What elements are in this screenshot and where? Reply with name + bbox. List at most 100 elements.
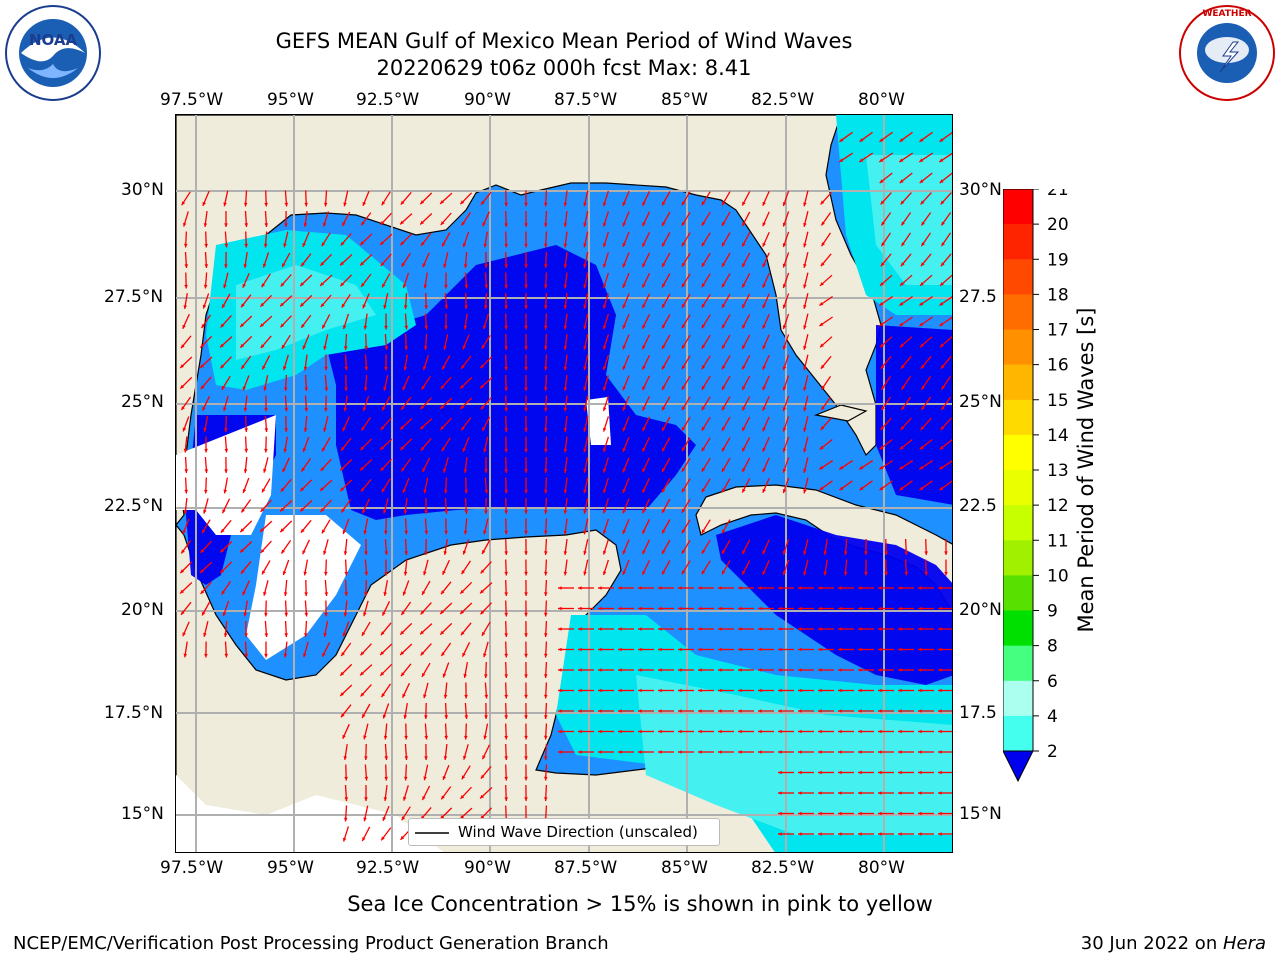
- wave-arrow-head: [524, 305, 528, 309]
- wave-arrow-head: [320, 303, 325, 307]
- wave-arrow-head: [403, 571, 408, 576]
- wave-arrow-head: [858, 709, 862, 713]
- wave-arrow-head: [480, 589, 484, 594]
- wave-arrow-head: [444, 489, 448, 494]
- wave-arrow-head: [858, 729, 862, 734]
- wave-arrow-head: [223, 284, 227, 289]
- wave-arrow-head: [618, 668, 622, 672]
- wave-arrow-head: [323, 550, 327, 555]
- wave-arrow-head: [701, 262, 706, 267]
- wave-arrow-head: [818, 811, 822, 816]
- lat-label: 15°N: [121, 804, 164, 824]
- wave-arrow-head: [380, 446, 384, 450]
- wave-arrow-head: [544, 469, 548, 473]
- wave-arrow-head: [678, 709, 682, 713]
- wave-arrow-head: [484, 489, 489, 494]
- wave-arrow-head: [662, 345, 666, 349]
- wave-arrow-head: [462, 243, 467, 248]
- wave-arrow-head: [361, 426, 365, 431]
- wave-arrow-head: [642, 550, 646, 555]
- wave-arrow-head: [879, 158, 884, 162]
- wave-arrow-head: [803, 407, 807, 412]
- wave-arrow-head: [383, 735, 388, 740]
- wave-arrow-head: [183, 243, 188, 248]
- wave-arrow-head: [384, 346, 389, 350]
- wave-arrow-head: [482, 550, 486, 554]
- wave-arrow-head: [441, 590, 445, 595]
- wave-arrow-head: [782, 448, 787, 453]
- wave-arrow-head: [303, 653, 307, 658]
- wave-arrow-head: [618, 709, 622, 713]
- wave-arrow-head: [304, 592, 308, 596]
- wave-arrow-head: [662, 304, 666, 308]
- wave-arrow-head: [738, 586, 742, 590]
- wave-arrow-head: [618, 606, 622, 611]
- wave-arrow-head: [403, 366, 408, 371]
- wave-arrow-head: [224, 223, 228, 227]
- wave-arrow-head: [722, 529, 726, 534]
- wave-arrow-head: [900, 364, 905, 369]
- wave-arrow-head: [598, 627, 602, 631]
- wave-arrow-head: [858, 606, 862, 611]
- wave-arrow-head: [244, 428, 248, 432]
- lat-label: 22.5: [959, 496, 997, 516]
- wave-arrow-head: [583, 571, 587, 576]
- wave-arrow-head: [638, 750, 642, 754]
- wave-arrow-head: [722, 406, 726, 411]
- wave-arrow-head: [722, 221, 726, 226]
- wave-arrow-head: [880, 282, 884, 286]
- wave-arrow-head: [504, 510, 508, 514]
- wave-arrow-head: [762, 283, 766, 288]
- wave-arrow-head: [424, 510, 428, 514]
- wave-arrow-head: [320, 261, 325, 266]
- wave-arrow-head: [722, 488, 726, 493]
- wave-arrow-head: [364, 571, 369, 576]
- wave-arrow-head: [662, 324, 666, 329]
- colorbar-title: Mean Period of Wind Waves [s]: [1074, 307, 1098, 633]
- wave-arrow-head: [181, 406, 185, 410]
- wave-arrow-head: [360, 241, 365, 245]
- wave-arrow-head: [701, 365, 706, 370]
- wave-arrow-head: [701, 447, 706, 452]
- wave-arrow-head: [681, 324, 686, 329]
- lat-label: 25°N: [121, 392, 164, 412]
- wave-arrow-head: [563, 469, 568, 473]
- wave-arrow-head: [563, 284, 568, 289]
- wave-arrow-head: [382, 714, 387, 719]
- wave-arrow-head: [263, 387, 267, 391]
- wave-arrow-head: [183, 448, 188, 453]
- wave-arrow-head: [899, 158, 904, 162]
- wave-arrow-head: [658, 688, 662, 693]
- wave-arrow-head: [400, 200, 405, 205]
- wave-arrow-head: [504, 325, 508, 330]
- wave-arrow-head: [544, 592, 548, 596]
- wave-arrow-head: [778, 606, 782, 611]
- wave-arrow-head: [701, 324, 706, 329]
- wave-arrow-head: [483, 653, 487, 658]
- wave-arrow-head: [938, 750, 942, 754]
- wave-arrow-head: [558, 729, 562, 734]
- wave-arrow-head: [858, 750, 862, 754]
- wave-arrow-head: [698, 709, 702, 713]
- wave-arrow-head: [460, 631, 465, 636]
- wave-arrow-head: [480, 774, 485, 779]
- wave-arrow-head: [558, 627, 562, 631]
- colorbar-segment: [1003, 189, 1033, 225]
- wave-arrow-head: [583, 366, 587, 371]
- wave-arrow-head: [758, 688, 762, 693]
- wave-arrow-head: [681, 426, 686, 431]
- wave-arrow-head: [303, 223, 308, 227]
- wave-arrow-head: [504, 346, 508, 350]
- wave-arrow-head: [422, 796, 426, 801]
- wave-arrow-head: [718, 729, 722, 734]
- wave-arrow-head: [618, 627, 622, 631]
- wave-arrow-head: [380, 426, 385, 430]
- wave-arrow-head: [858, 811, 862, 816]
- wave-arrow-head: [762, 365, 766, 370]
- lon-label: 92.5°W: [356, 858, 420, 878]
- wave-arrow-head: [463, 674, 467, 678]
- wave-arrow-head: [404, 325, 409, 330]
- wave-arrow-head: [244, 223, 249, 227]
- wave-arrow-head: [681, 529, 686, 534]
- wave-arrow-head: [260, 508, 265, 512]
